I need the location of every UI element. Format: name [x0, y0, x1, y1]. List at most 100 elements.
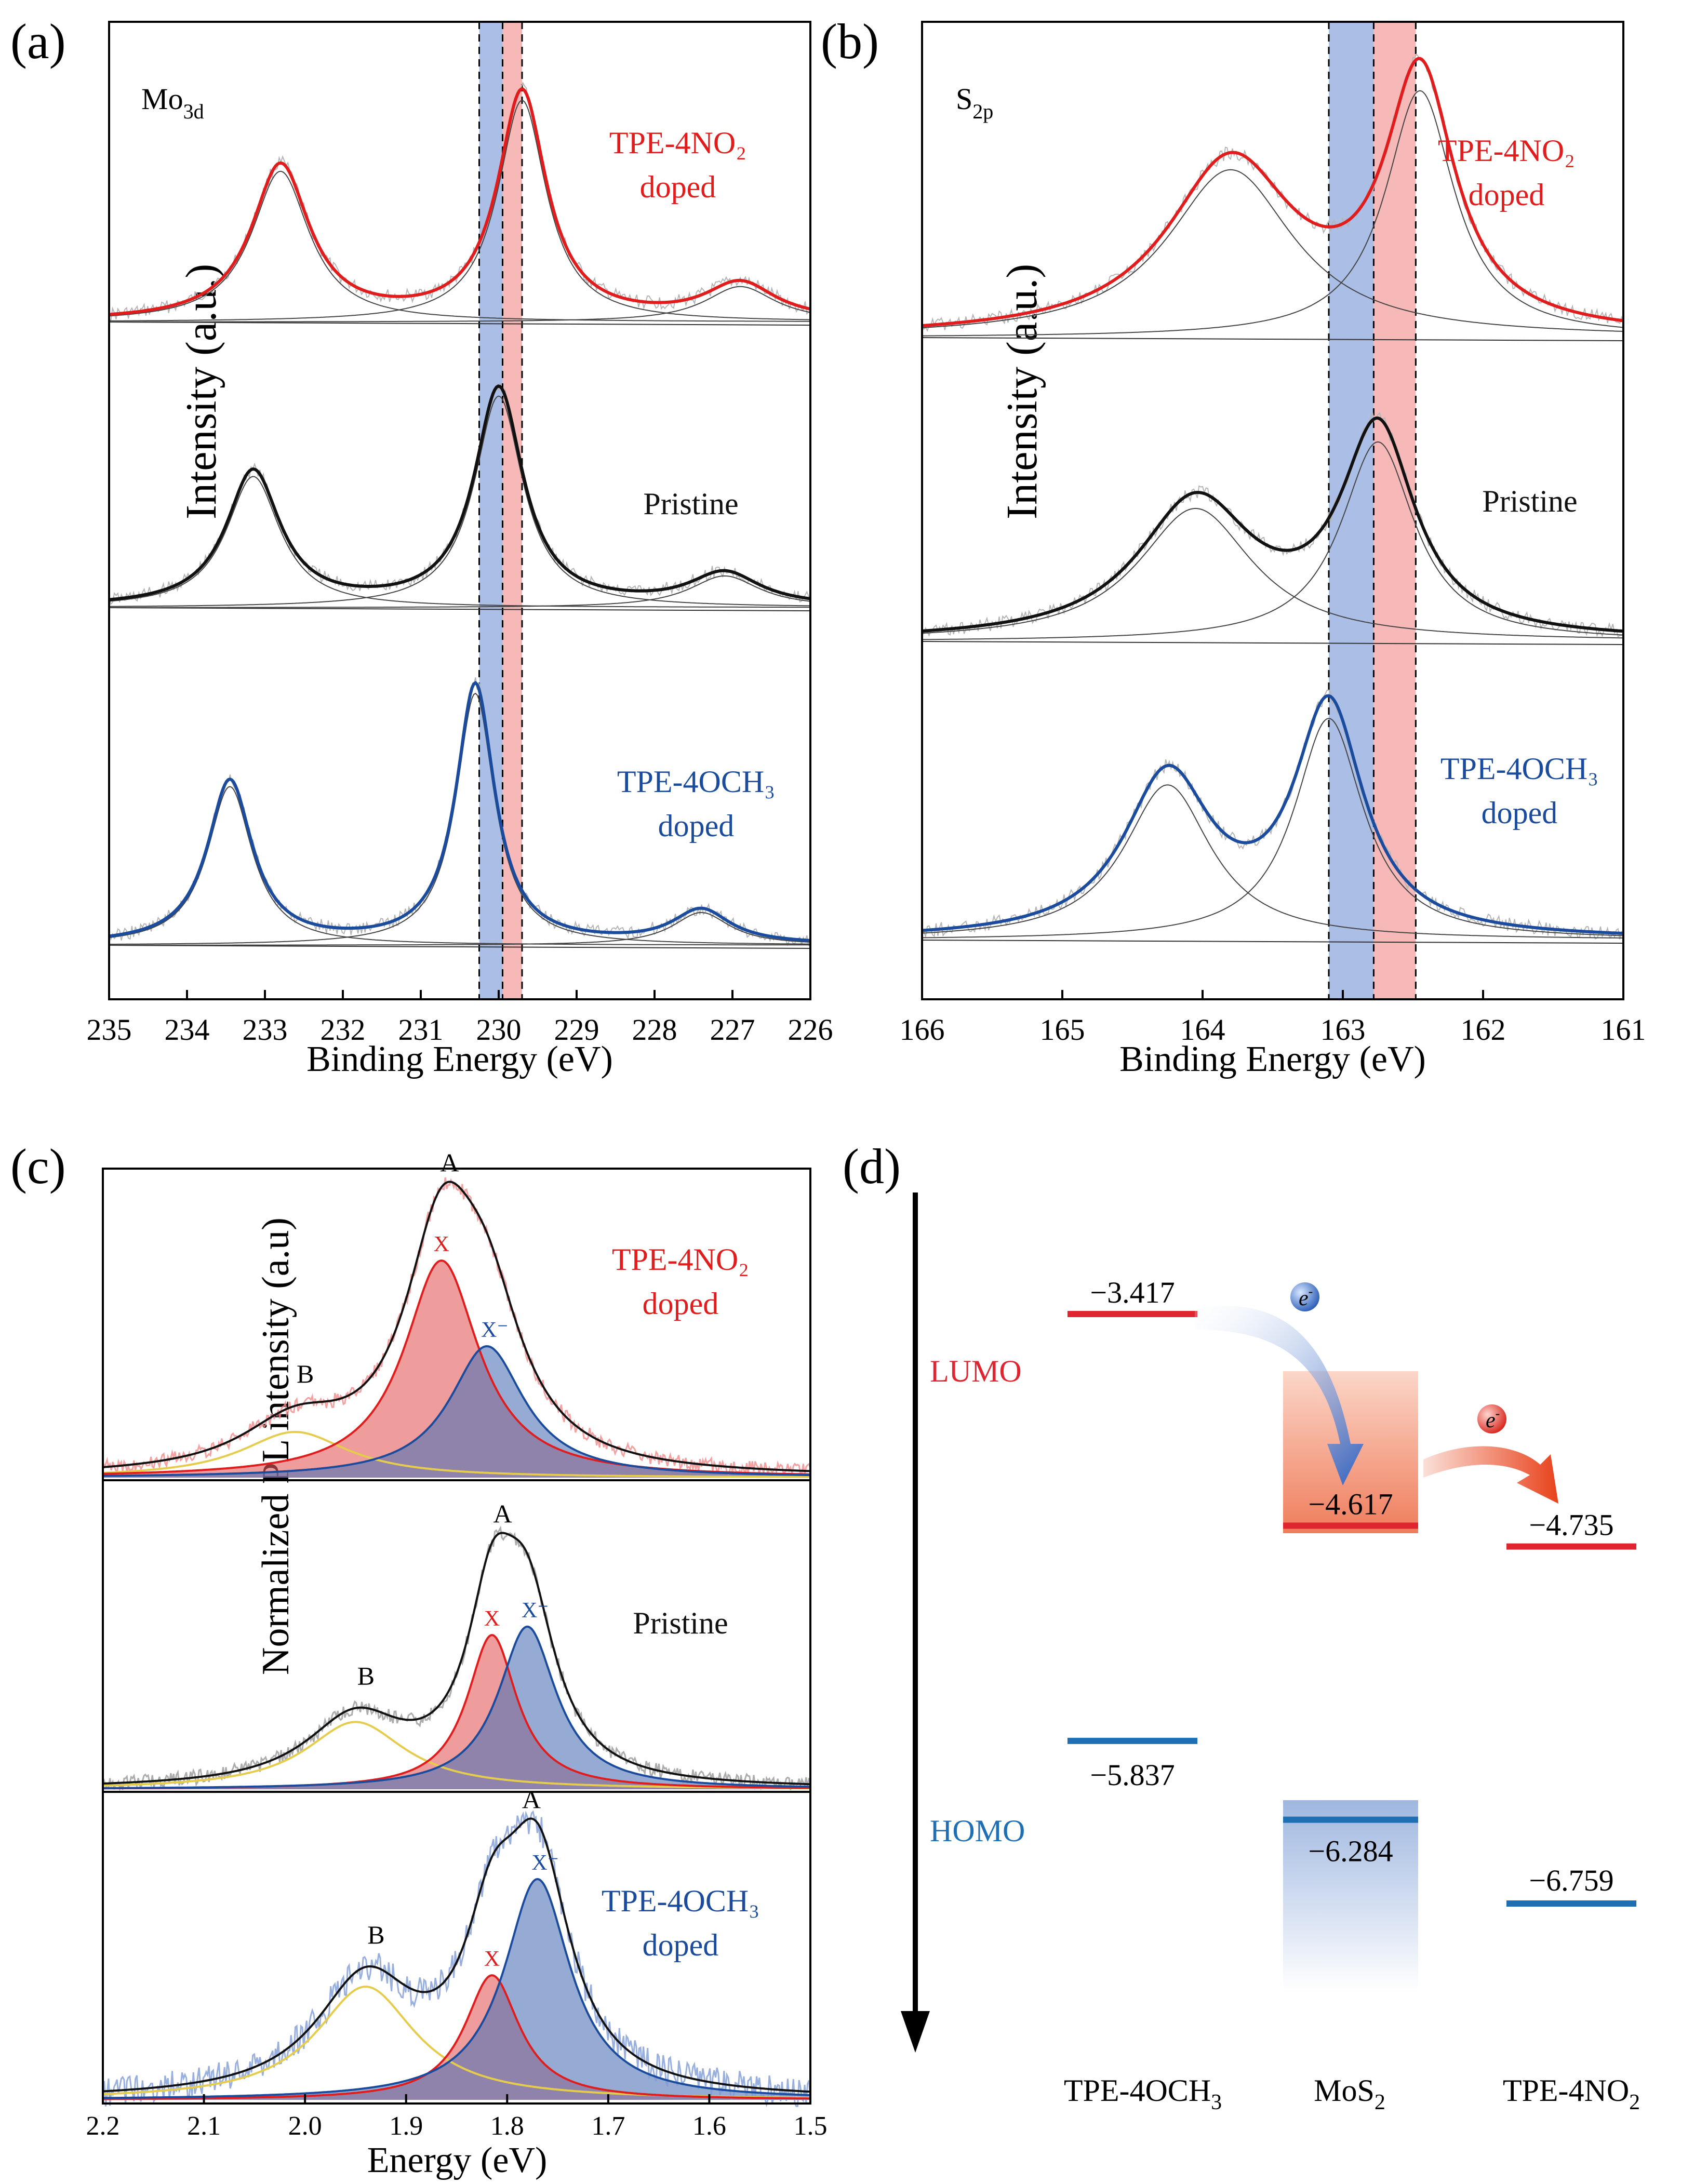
lumo-value-2: −4.617 [1308, 1488, 1393, 1521]
highlight-band-1 [1329, 22, 1374, 999]
series-label-3: TPE-4OCH₃ [617, 765, 775, 799]
x-tick-label-164: 164 [1180, 1013, 1225, 1047]
peak-label-x-3: X [484, 1947, 500, 1971]
fit-component-2-2 [922, 441, 1624, 640]
lumo-value-3: −4.735 [1529, 1508, 1613, 1542]
peak-label-a-1: A [440, 1148, 459, 1177]
panel-c-xlabel: Energy (eV) [367, 2140, 548, 2180]
homo-label: HOMO [930, 1814, 1025, 1848]
fit-envelope-3 [109, 680, 811, 942]
panel-b-plot-area: TPE-4NO₂ doped Pristine TPE-4OCH₃ doped [922, 22, 1624, 999]
panel-a-frame [108, 21, 811, 1000]
highlight-band-2 [502, 22, 522, 999]
panel-b: (b) Intensity (a.u.) TPE-4NO₂ doped Pristi… [821, 14, 1646, 1079]
peak-label-x-2: X [484, 1607, 500, 1631]
panel-c-frame [102, 1168, 811, 2105]
peak-label-b-2: B [357, 1662, 375, 1691]
panel-c: (c) Normalized PL intensity (a.u) A B X X⁻ T… [10, 1138, 828, 2180]
x-tick-label-235: 235 [87, 1013, 132, 1047]
fit-envelope-1 [922, 57, 1624, 327]
b-exciton-curve-2 [103, 1721, 810, 1789]
x-tick-label-233: 233 [243, 1013, 288, 1047]
fit-component-1-2 [109, 100, 810, 321]
x-tick-label-1.5: 1.5 [794, 2111, 828, 2141]
baseline-2 [109, 607, 811, 611]
panel-d: (d) LUMO HOMO −3.417 −5.837 −4.617 −6.284 −4… [843, 1138, 1640, 2114]
panel-c-label: (c) [10, 1138, 66, 1194]
panel-a-x-ticks: 235 234 233 232 231 230 229 228 227 226 [87, 990, 833, 1047]
energy-levels: −3.417 −5.837 −4.617 −6.284 −4.735 −6.759 [1068, 1276, 1636, 1907]
pl-series-label-1: TPE-4NO₂ [612, 1242, 749, 1277]
series-label-2: Pristine [643, 487, 738, 521]
x-tick-label-163: 163 [1320, 1013, 1366, 1047]
fit-component-1-3 [109, 286, 811, 323]
fit-component-3-1 [922, 784, 1624, 939]
trion-curve-2 [103, 1625, 811, 1789]
peak-label-trion-2: X⁻ [522, 1599, 549, 1623]
pl-series-label-doped-3: doped [643, 1928, 719, 1962]
energy-axis-arrowhead [901, 2011, 930, 2053]
x-tick-label-1.9: 1.9 [389, 2111, 423, 2141]
x-tick-label-165: 165 [1040, 1013, 1085, 1047]
peak-label-x-1: X [434, 1232, 449, 1256]
fit-envelope-1 [109, 87, 811, 316]
baseline-1 [922, 337, 1624, 341]
panel-a-xlabel: Binding Energy (eV) [306, 1039, 613, 1079]
series-label-doped-3: doped [1482, 796, 1558, 830]
series-label-1: TPE-4NO₂ [609, 126, 746, 160]
panel-d-label: (d) [843, 1138, 901, 1194]
x-tick-label-231: 231 [398, 1013, 444, 1047]
x-tick-label-234: 234 [165, 1013, 210, 1047]
trion-fill-2 [103, 1626, 810, 1789]
electron-icon-red [1477, 1404, 1506, 1433]
peak-label-trion-1: X⁻ [481, 1318, 509, 1342]
lumo-value-1: −3.417 [1090, 1276, 1175, 1309]
baseline-1 [109, 321, 811, 326]
baseline-3 [109, 945, 811, 949]
x-tick-label-228: 228 [632, 1013, 677, 1047]
fit-component-2-3 [109, 575, 811, 608]
panel-b-ylabel: Intensity (a.u.) [998, 264, 1046, 519]
panel-a-plot-area: TPE-4NO₂ doped Pristine TPE-4OCH₃ doped [109, 22, 811, 999]
pl-series-label-3: TPE-4OCH₃ [602, 1884, 759, 1918]
x-tick-label-2.1: 2.1 [187, 2111, 221, 2141]
fit-envelope-3 [922, 694, 1624, 935]
fit-component-1-1 [922, 169, 1624, 332]
x-tick-label-226: 226 [788, 1013, 833, 1047]
panel-a: (a) Intensity (a.u.) TPE-4NO₂ doped Pristi… [10, 14, 833, 1079]
peak-label-a-2: A [493, 1499, 512, 1528]
panel-c-ylabel: Normalized PL intensity (a.u) [255, 1217, 297, 1675]
series-label-doped-3: doped [658, 809, 735, 843]
pl-envelope-2 [102, 1532, 810, 1786]
fit-envelope-2 [109, 384, 811, 601]
homo-value-2: −6.284 [1308, 1834, 1393, 1868]
x-exciton-curve-3 [102, 1974, 810, 2100]
electron-transfer-arrow-2 [1423, 1446, 1558, 1504]
x-exciton-fill-1 [103, 1261, 810, 1478]
lumo-label: LUMO [930, 1354, 1022, 1388]
series-label-doped-1: doped [640, 170, 716, 204]
panel-c-x-ticks: 2.2 2.1 2.0 1.9 1.8 1.7 1.6 1.5 [86, 2094, 828, 2141]
x-tick-label-2.2: 2.2 [86, 2111, 120, 2141]
series-label-2: Pristine [1482, 484, 1577, 518]
x-tick-label-162: 162 [1461, 1013, 1506, 1047]
panel-b-frame [921, 21, 1624, 1000]
electron-label-1: e- [1299, 1284, 1313, 1310]
panel-c-plot-area: A B X X⁻ TPE-4NO₂ doped A B X X⁻ Pristine A B X X⁻ TPE-… [102, 1148, 811, 2108]
panel-b-label: (b) [821, 14, 879, 69]
pl-raw-data-3 [103, 1810, 811, 2108]
fit-component-2-1 [922, 507, 1624, 639]
x-tick-label-227: 227 [710, 1013, 755, 1047]
homo-value-1: −5.837 [1090, 1758, 1175, 1792]
x-tick-label-161: 161 [1601, 1013, 1646, 1047]
panel-a-label: (a) [10, 14, 66, 69]
baseline-2 [922, 641, 1624, 645]
fit-component-1-2 [922, 90, 1624, 337]
x-tick-label-1.6: 1.6 [692, 2111, 726, 2141]
panel-b-title: S2p [956, 82, 993, 123]
series-label-doped-1: doped [1469, 178, 1545, 212]
baseline-3 [922, 940, 1624, 944]
peak-label-b-1: B [297, 1359, 314, 1388]
fit-component-2-1 [109, 476, 810, 608]
